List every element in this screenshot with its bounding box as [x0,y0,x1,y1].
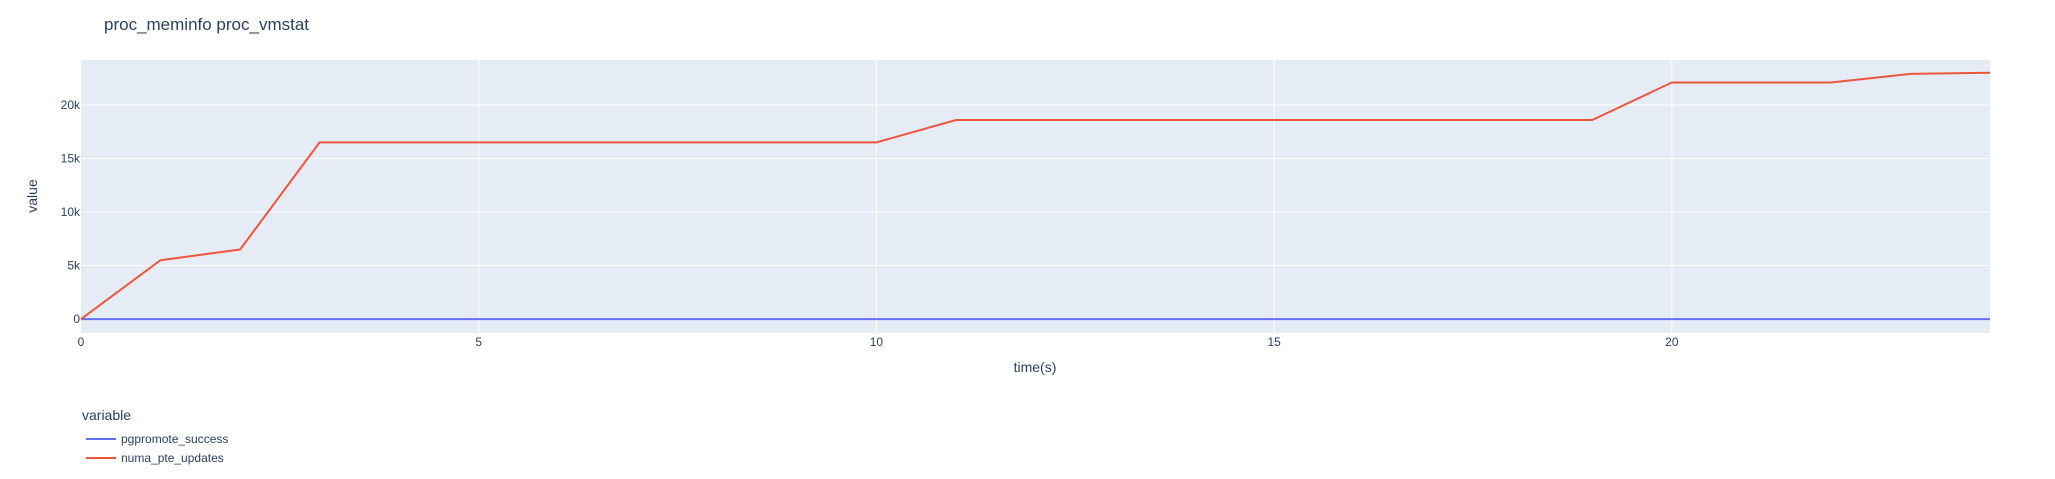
x-tick-label: 15 [1267,335,1281,349]
legend-title: variable [82,407,131,423]
x-tick-label: 0 [78,335,85,349]
series-line-numa_pte_updates [80,71,1991,320]
y-axis-title: value [24,179,40,213]
plot-area [81,60,1990,333]
x-tick-label: 5 [475,335,482,349]
legend: variable pgpromote_success numa_pte_updat… [82,407,228,465]
y-tick-label: 0 [73,312,80,326]
x-axis-ticks: 0 5 10 15 20 [78,335,1679,349]
y-tick-label: 20k [61,98,81,112]
y-tick-label: 15k [61,151,81,165]
y-axis-ticks: 0 5k 10k 15k 20k [61,98,81,326]
chart-title: proc_meminfo proc_vmstat [104,15,309,34]
y-tick-label: 5k [67,259,81,273]
y-tick-label: 10k [61,205,81,219]
series-lines [80,71,1991,321]
x-tick-label: 20 [1665,335,1679,349]
x-tick-label: 10 [870,335,884,349]
legend-item-label: pgpromote_success [121,432,228,446]
legend-item-label: numa_pte_updates [121,451,224,465]
x-axis-title: time(s) [1014,359,1057,375]
